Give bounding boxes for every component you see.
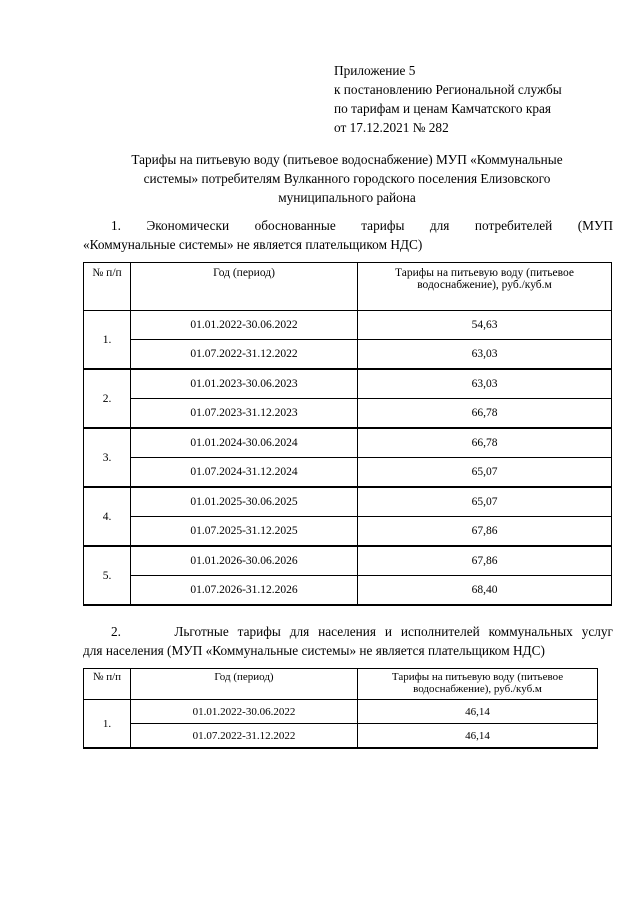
section-line: для населения (МУП «Коммунальные системы…	[83, 643, 545, 658]
row-number: 5.	[83, 545, 131, 606]
table-row: 3. 01.01.2024-30.06.2024 66,78	[83, 427, 612, 488]
table-row: 01.07.2024-31.12.2024 65,07	[83, 457, 612, 488]
tariff-cell: 46,14	[357, 699, 598, 724]
header-row: № п/п Год (период) Тарифы на питьевую воду…	[83, 668, 598, 700]
tariff-cell: 63,03	[357, 339, 612, 370]
appendix-line: от 17.12.2021 № 282	[334, 120, 449, 135]
period-cell: 01.07.2026-31.12.2026	[130, 575, 358, 606]
row-number: 2.	[83, 368, 131, 429]
tariff-cell: 65,07	[357, 486, 612, 517]
section-1-heading: 1. Экономически обоснованные тарифы для …	[83, 216, 613, 254]
tariff-table-2: № п/п Год (период) Тарифы на питьевую воду…	[83, 668, 598, 749]
period-cell: 01.07.2023-31.12.2023	[130, 398, 358, 429]
title-line: Тарифы на питьевую воду (питьевое водосн…	[131, 152, 563, 167]
table-row: 2. 01.01.2023-30.06.2023 63,03	[83, 368, 612, 429]
table-row: 5. 01.01.2026-30.06.2026 67,86	[83, 545, 612, 606]
tariff-cell: 65,07	[357, 457, 612, 488]
document-title: Тарифы на питьевую воду (питьевое водосн…	[80, 150, 614, 207]
tariff-cell: 63,03	[357, 368, 612, 399]
row-number: 4.	[83, 486, 131, 547]
title-line: муниципального района	[278, 190, 416, 205]
table-row: 1. 01.01.2022-30.06.2022 46,14	[83, 699, 598, 749]
column-header: Год (период)	[130, 668, 358, 700]
column-header: № п/п	[83, 262, 131, 311]
appendix-header: Приложение 5 к постановлению Регионально…	[334, 61, 562, 137]
table-row: 01.07.2026-31.12.2026 68,40	[83, 575, 612, 606]
section-line: 2. Льготные тарифы для населения и испол…	[111, 624, 613, 639]
period-cell: 01.01.2022-30.06.2022	[130, 699, 358, 724]
period-cell: 01.07.2022-31.12.2022	[130, 339, 358, 370]
section-line: 1. Экономически обоснованные тарифы для …	[111, 218, 613, 233]
tariff-cell: 66,78	[357, 398, 612, 429]
period-cell: 01.01.2026-30.06.2026	[130, 545, 358, 576]
row-number: 1.	[83, 699, 131, 749]
section-2-heading: 2. Льготные тарифы для населения и испол…	[83, 622, 613, 660]
column-header: Год (период)	[130, 262, 358, 311]
table-row: 01.07.2025-31.12.2025 67,86	[83, 516, 612, 547]
section-line: «Коммунальные системы» не является плате…	[83, 237, 423, 252]
appendix-line: Приложение 5	[334, 63, 416, 78]
column-header: Тарифы на питьевую воду (питьевое водосн…	[357, 262, 612, 311]
column-header: № п/п	[83, 668, 131, 700]
period-cell: 01.01.2025-30.06.2025	[130, 486, 358, 517]
tariff-cell: 67,86	[357, 545, 612, 576]
table-row: 01.07.2023-31.12.2023 66,78	[83, 398, 612, 429]
table-row: 01.07.2022-31.12.2022 46,14	[83, 723, 598, 749]
table-row: 1. 01.01.2022-30.06.2022 54,63	[83, 310, 612, 370]
period-cell: 01.01.2024-30.06.2024	[130, 427, 358, 458]
header-row: № п/п Год (период) Тарифы на питьевую воду…	[83, 262, 612, 311]
period-cell: 01.07.2024-31.12.2024	[130, 457, 358, 488]
period-cell: 01.01.2022-30.06.2022	[130, 310, 358, 340]
tariff-cell: 54,63	[357, 310, 612, 340]
period-cell: 01.07.2025-31.12.2025	[130, 516, 358, 547]
tariff-cell: 46,14	[357, 723, 598, 749]
period-cell: 01.07.2022-31.12.2022	[130, 723, 358, 749]
tariff-cell: 66,78	[357, 427, 612, 458]
table-row: 4. 01.01.2025-30.06.2025 65,07	[83, 486, 612, 547]
appendix-line: по тарифам и ценам Камчатского края	[334, 101, 551, 116]
tariff-cell: 67,86	[357, 516, 612, 547]
row-number: 1.	[83, 310, 131, 370]
tariff-table-1: № п/п Год (период) Тарифы на питьевую воду…	[83, 262, 612, 606]
table-row: 01.07.2022-31.12.2022 63,03	[83, 339, 612, 370]
column-header: Тарифы на питьевую воду (питьевое водосн…	[357, 668, 598, 700]
title-line: системы» потребителям Вулканного городск…	[143, 171, 551, 186]
row-number: 3.	[83, 427, 131, 488]
appendix-line: к постановлению Региональной службы	[334, 82, 562, 97]
period-cell: 01.01.2023-30.06.2023	[130, 368, 358, 399]
tariff-cell: 68,40	[357, 575, 612, 606]
